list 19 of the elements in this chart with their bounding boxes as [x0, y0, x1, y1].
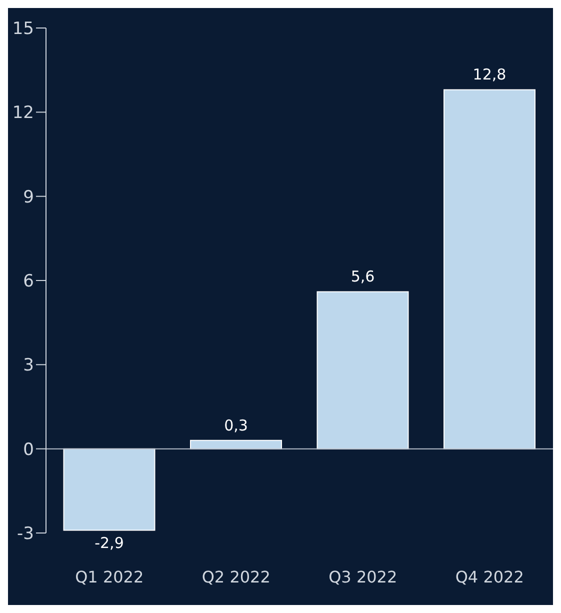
data-label: 12,8	[472, 66, 506, 84]
y-tick-label: 15	[12, 19, 34, 40]
bar	[190, 440, 282, 450]
bar	[63, 448, 156, 531]
data-label: -2,9	[94, 534, 124, 552]
y-tick-label: -3	[17, 524, 34, 544]
x-tick-label: Q3 2022	[328, 567, 398, 586]
bar	[443, 89, 536, 450]
bar	[316, 291, 409, 450]
data-label: 5,6	[350, 268, 375, 286]
x-tick-label: Q1 2022	[75, 567, 144, 586]
data-label: 0,3	[224, 416, 248, 434]
y-tick-label: 12	[12, 103, 34, 124]
y-tick-label: 6	[23, 272, 34, 292]
y-tick-label: 9	[23, 187, 34, 208]
x-tick-label: Q4 2022	[455, 567, 524, 586]
y-tick-label: 0	[23, 440, 34, 460]
y-tick-label: 3	[23, 356, 34, 376]
x-tick-label: Q2 2022	[202, 567, 270, 586]
